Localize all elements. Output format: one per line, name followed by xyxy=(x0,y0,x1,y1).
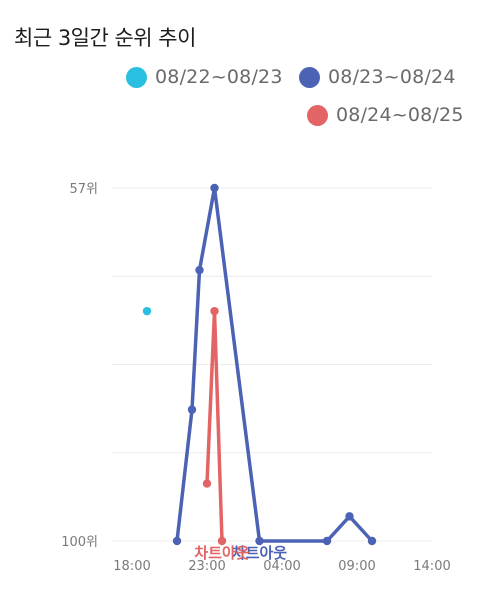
legend-dot-icon xyxy=(307,104,328,126)
data-point xyxy=(322,536,332,546)
data-point xyxy=(202,479,212,488)
x-tick-label: 23:00 xyxy=(188,559,225,574)
x-tick-label: 09:00 xyxy=(338,559,375,574)
chart-title: 최근 3일간 순위 추이 xyxy=(14,26,196,50)
legend-item-series-1[interactable]: 08/22~08/23 xyxy=(126,66,283,88)
chart-out-label: 차트아웃 xyxy=(194,544,249,562)
y-tick-label: 57위 xyxy=(69,182,98,197)
x-tick-label: 18:00 xyxy=(113,559,150,574)
data-point xyxy=(367,536,377,546)
data-point xyxy=(187,405,197,414)
legend-item-series-2[interactable]: 08/23~08/24 xyxy=(299,66,456,88)
data-point xyxy=(210,183,219,193)
data-point xyxy=(210,306,219,316)
legend-item-series-3[interactable]: 08/24~08/25 xyxy=(307,104,464,126)
legend-label: 08/22~08/23 xyxy=(155,66,283,88)
series-line xyxy=(175,186,374,543)
x-tick-label: 04:00 xyxy=(263,559,300,574)
data-point xyxy=(195,265,204,275)
data-point xyxy=(142,306,152,316)
x-tick-label: 14:00 xyxy=(413,559,450,574)
legend-dot-icon xyxy=(299,66,320,88)
data-point xyxy=(217,536,227,546)
legend-dot-icon xyxy=(126,66,147,88)
data-point xyxy=(345,512,354,521)
legend-label: 08/23~08/24 xyxy=(328,66,456,88)
y-tick-label: 100위 xyxy=(61,535,98,550)
chart-out-label: 차트아웃 xyxy=(232,544,287,562)
series-line xyxy=(205,309,224,543)
data-point xyxy=(255,536,264,546)
data-point xyxy=(172,536,182,546)
legend-label: 08/24~08/25 xyxy=(336,104,464,126)
